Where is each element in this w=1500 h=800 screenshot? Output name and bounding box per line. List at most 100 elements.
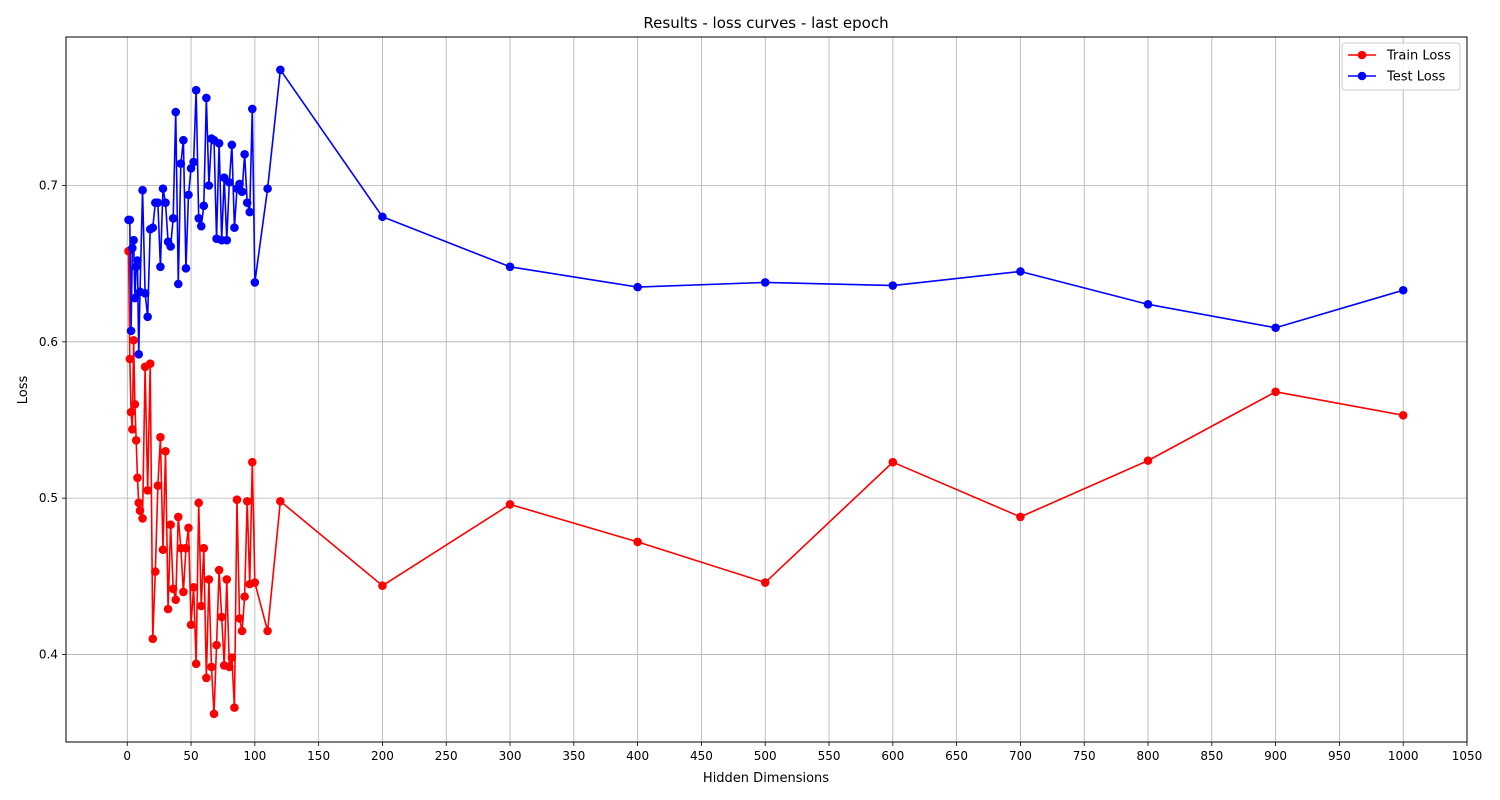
- test-loss-point: [242, 198, 252, 207]
- train-loss-point: [232, 495, 242, 505]
- train-loss-point: [153, 481, 163, 490]
- test-loss-point: [237, 187, 247, 197]
- test-loss-point: [181, 264, 191, 273]
- train-loss-point: [161, 446, 170, 456]
- test-loss-point: [230, 223, 239, 233]
- y-tick-label: 0.5: [39, 491, 58, 505]
- train-loss-point: [158, 545, 168, 555]
- chart-title: Results - loss curves - last epoch: [643, 14, 888, 32]
- legend-item-test-loss: Test Loss: [1348, 70, 1445, 85]
- test-loss-point: [760, 278, 770, 287]
- test-loss-point: [204, 181, 214, 190]
- legend-label: Test Loss: [1386, 70, 1445, 85]
- test-loss-point: [196, 221, 206, 231]
- x-tick-label: 50: [183, 749, 198, 763]
- test-loss-point: [888, 281, 898, 290]
- x-tick-label: 650: [945, 749, 968, 763]
- test-loss-point: [263, 184, 272, 193]
- test-loss-point: [168, 214, 178, 223]
- train-loss-point: [209, 709, 219, 719]
- test-loss-point: [189, 157, 198, 167]
- test-loss-point: [184, 190, 193, 200]
- legend: Train Loss Test Loss: [1341, 42, 1461, 91]
- x-tick-label: 150: [307, 749, 330, 763]
- train-loss-point: [230, 703, 239, 712]
- test-loss-point: [202, 93, 211, 103]
- x-tick-label: 0: [123, 749, 131, 763]
- train-loss-point: [204, 575, 214, 584]
- train-loss-series: [124, 246, 1408, 719]
- x-tick-label: 1000: [1388, 749, 1419, 763]
- train-loss-point: [135, 506, 145, 515]
- train-loss-point: [166, 520, 175, 530]
- train-loss-point: [199, 543, 209, 553]
- train-loss-point: [214, 565, 224, 575]
- test-loss-point: [378, 212, 387, 222]
- test-loss-point: [227, 140, 237, 150]
- train-loss-point: [125, 354, 135, 364]
- test-loss-point: [176, 159, 186, 168]
- test-loss-point: [633, 282, 642, 292]
- x-tick-label: 700: [1009, 749, 1032, 763]
- test-loss-point: [1143, 300, 1153, 309]
- test-loss-point: [156, 262, 165, 272]
- train-loss-line: [127, 251, 1404, 715]
- test-loss-point: [191, 85, 201, 95]
- train-loss-point: [191, 659, 201, 669]
- train-loss-point: [126, 407, 136, 417]
- test-loss-point: [222, 235, 232, 245]
- x-tick-label: 550: [818, 749, 841, 763]
- test-loss-point: [153, 198, 163, 207]
- test-loss-point: [1016, 267, 1025, 276]
- test-loss-point: [133, 256, 142, 265]
- train-loss-point: [179, 587, 188, 597]
- test-loss-point: [194, 214, 203, 223]
- train-loss-point: [194, 498, 203, 508]
- train-loss-point: [133, 473, 142, 483]
- test-loss-point: [245, 207, 255, 217]
- train-loss-point: [222, 575, 232, 584]
- test-loss-point: [140, 289, 150, 298]
- train-loss-point: [263, 626, 272, 636]
- train-loss-point: [196, 601, 206, 611]
- test-loss-point: [125, 215, 135, 225]
- train-loss-point: [168, 584, 178, 594]
- train-loss-point: [1143, 456, 1153, 465]
- train-loss-point: [207, 662, 216, 672]
- train-loss-point: [227, 653, 237, 662]
- train-loss-point: [131, 436, 141, 445]
- y-axis-label: Loss: [16, 376, 31, 405]
- train-loss-point: [129, 335, 138, 345]
- y-tick-label: 0.7: [39, 179, 58, 193]
- train-loss-point: [151, 567, 160, 576]
- test-loss-point: [276, 65, 285, 75]
- test-loss-point: [505, 262, 515, 272]
- legend-swatch-marker: [1357, 71, 1367, 81]
- train-loss-point: [1271, 387, 1280, 397]
- train-loss-point: [156, 432, 165, 442]
- train-loss-point: [181, 543, 191, 553]
- test-loss-point: [128, 243, 137, 253]
- test-loss-point: [1398, 285, 1408, 295]
- test-loss-point: [148, 223, 158, 233]
- test-loss-point: [158, 184, 168, 193]
- train-loss-point: [134, 498, 144, 508]
- test-loss-point: [126, 326, 136, 336]
- train-loss-point: [1016, 512, 1025, 522]
- train-loss-point: [212, 640, 221, 650]
- train-loss-point: [217, 612, 226, 622]
- legend-swatch-marker: [1357, 50, 1367, 60]
- train-loss-point: [505, 500, 515, 509]
- grid-lines: [66, 37, 1468, 742]
- test-loss-point: [235, 179, 244, 189]
- x-tick-label: 1050: [1452, 749, 1483, 763]
- test-loss-point: [1271, 323, 1280, 333]
- train-loss-point: [1398, 410, 1408, 420]
- train-loss-point: [247, 457, 257, 467]
- train-loss-point: [130, 400, 140, 409]
- test-loss-point: [240, 149, 249, 159]
- test-loss-point: [166, 242, 175, 251]
- x-tick-label: 300: [499, 749, 522, 763]
- train-loss-point: [250, 578, 260, 587]
